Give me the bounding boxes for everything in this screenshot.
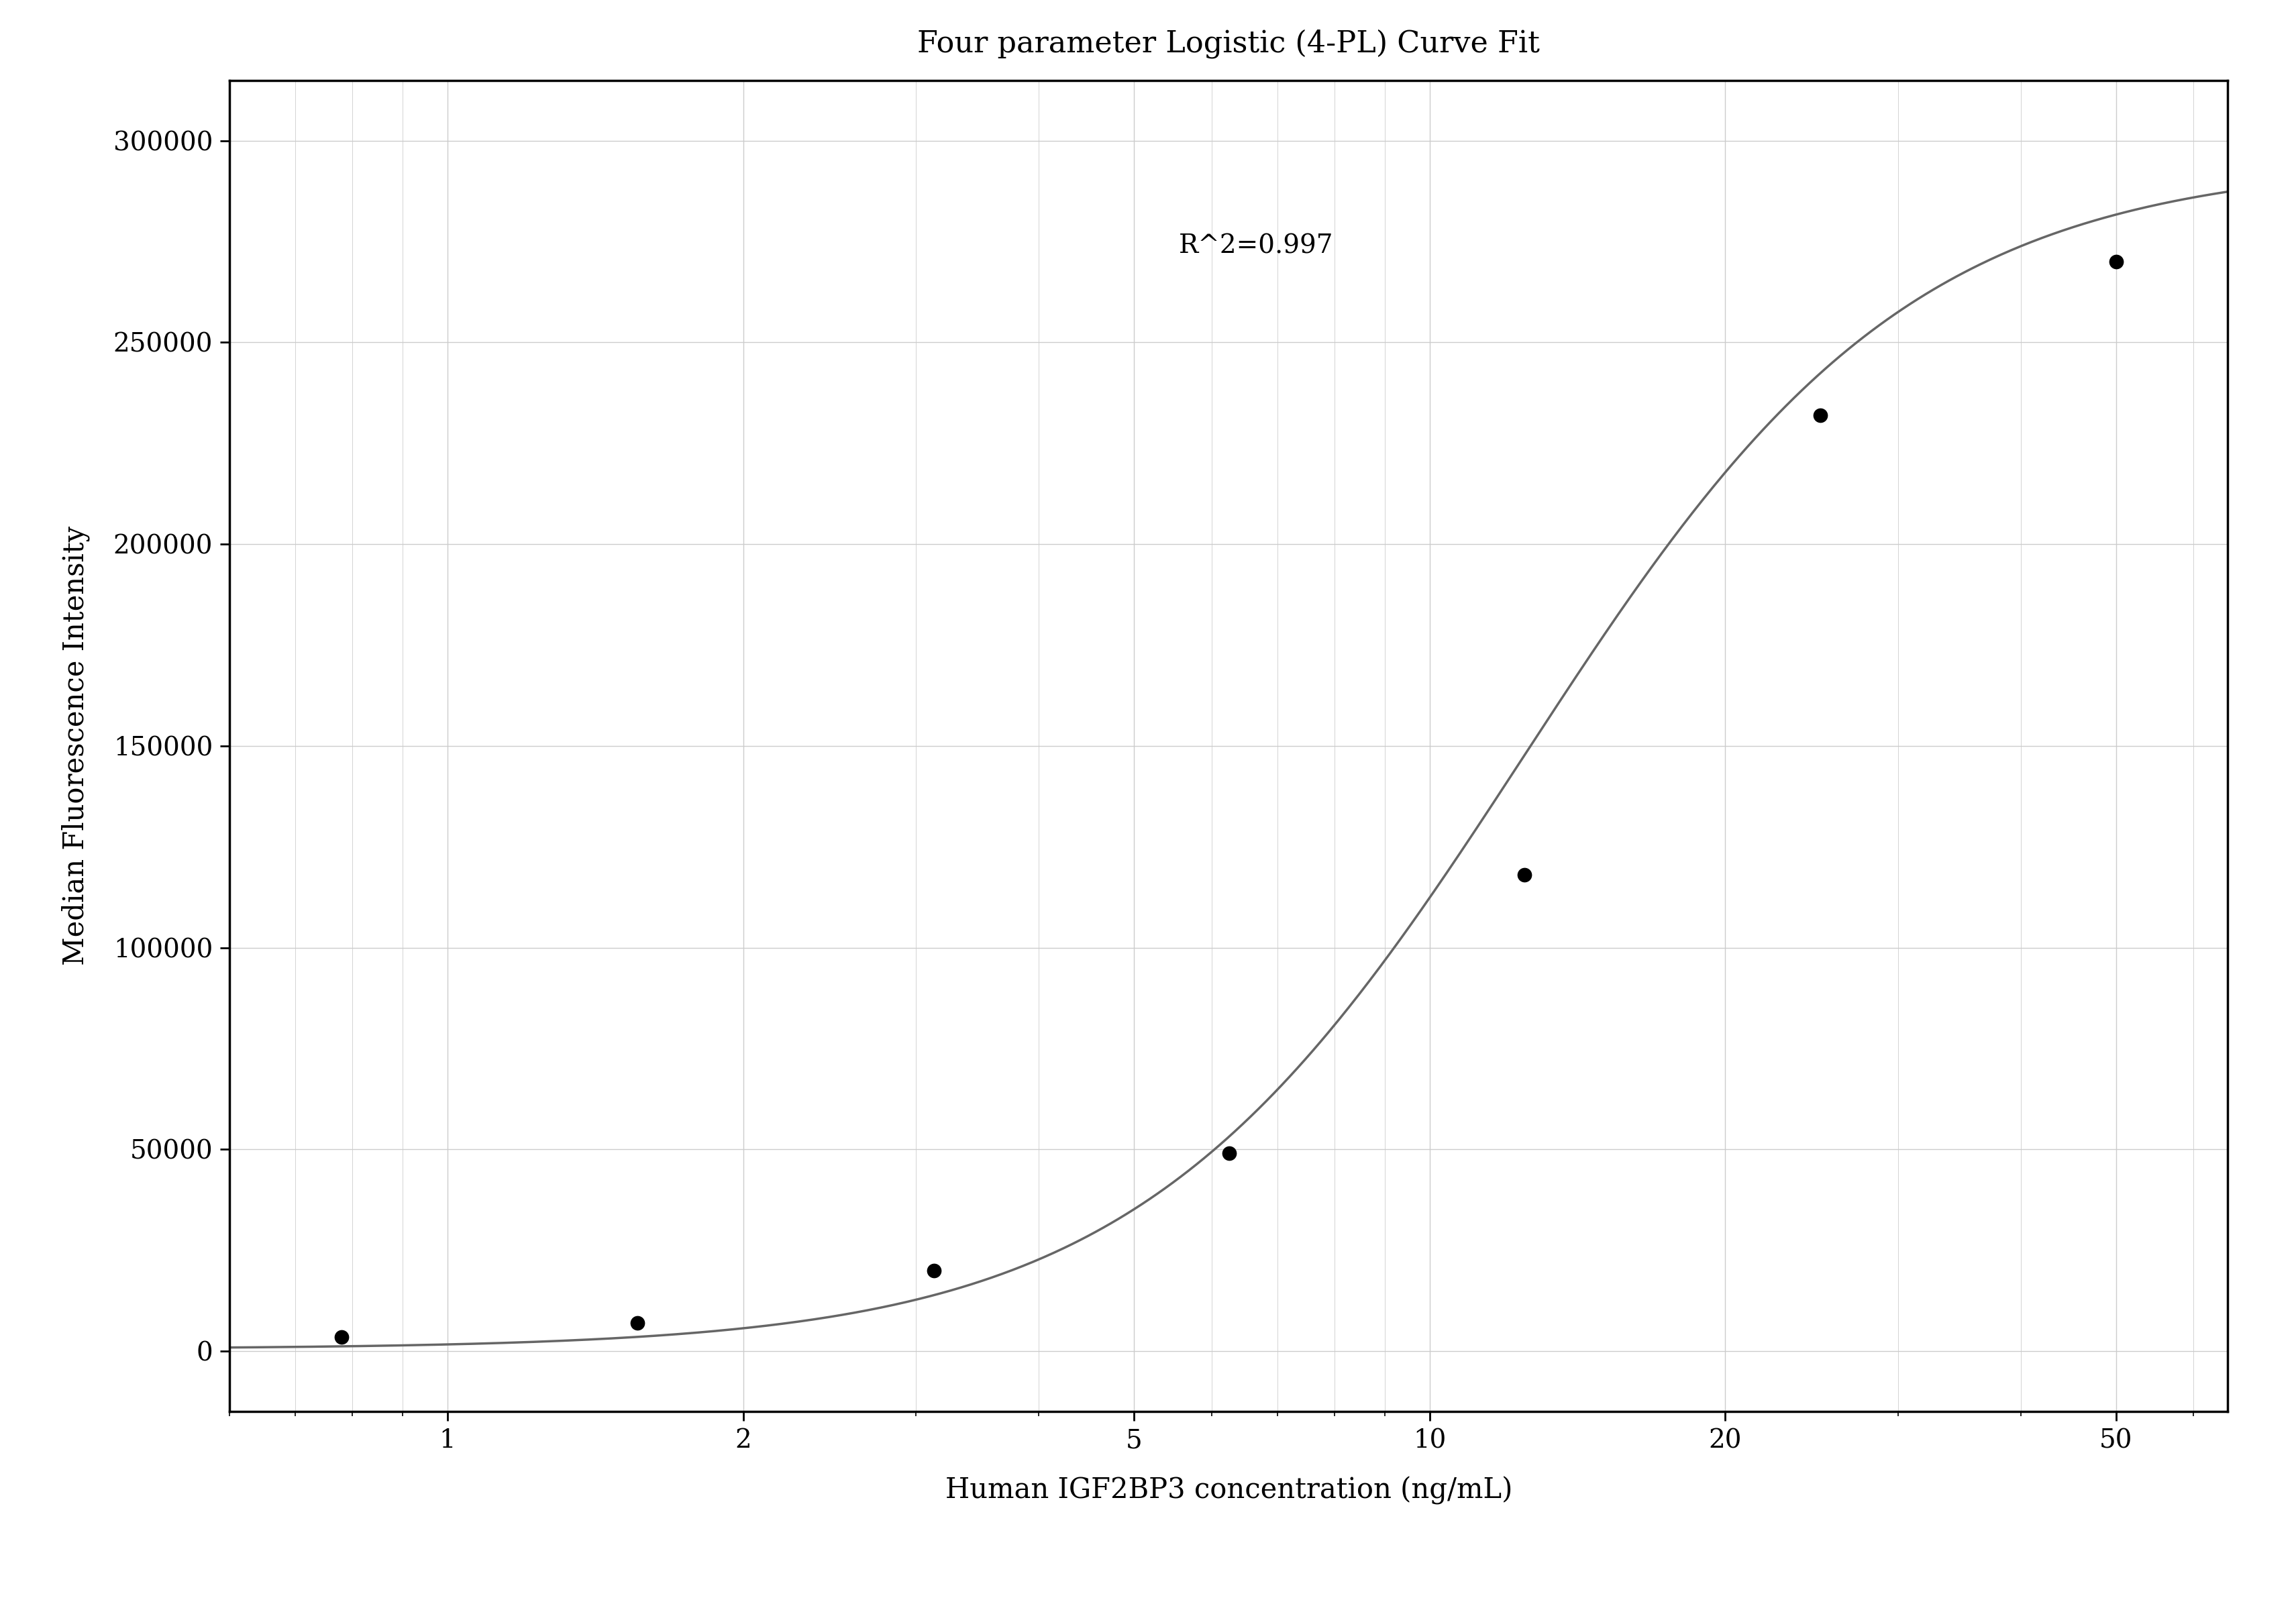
Point — [1506, 861, 1543, 887]
Point — [324, 1323, 360, 1349]
Point — [618, 1310, 654, 1336]
Point — [916, 1258, 953, 1283]
X-axis label: Human IGF2BP3 concentration (ng/mL): Human IGF2BP3 concentration (ng/mL) — [946, 1476, 1511, 1505]
Y-axis label: Median Fluorescence Intensity: Median Fluorescence Intensity — [62, 526, 90, 966]
Point — [1802, 403, 1839, 428]
Point — [1210, 1140, 1247, 1166]
Point — [2096, 249, 2133, 274]
Title: Four parameter Logistic (4-PL) Curve Fit: Four parameter Logistic (4-PL) Curve Fit — [916, 29, 1541, 59]
Text: R^2=0.997: R^2=0.997 — [1178, 234, 1334, 258]
